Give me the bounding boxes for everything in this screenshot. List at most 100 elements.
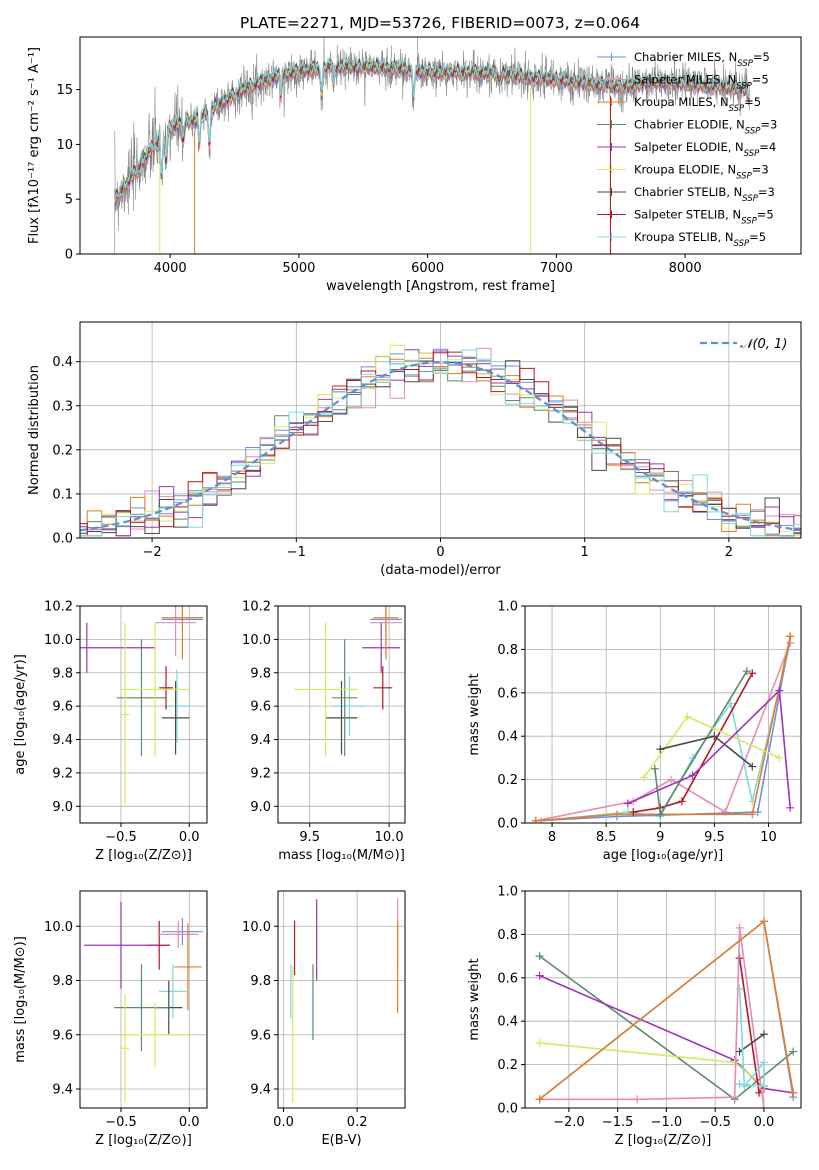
series-marker: [629, 808, 638, 817]
series-marker: [786, 632, 795, 641]
y-tick-label: 9.6: [250, 1028, 271, 1043]
y-tick-label: 9.8: [52, 974, 73, 989]
plot-frame: [79, 890, 208, 1109]
series-marker: [730, 1093, 739, 1102]
plot-spectrum: 4000 5000 6000 7000 8000 0 5 10 15 wavelength [An…: [27, 14, 802, 294]
plot-frame: [277, 890, 406, 1109]
plot-frame: [79, 36, 802, 255]
plot-age_vs_Z: −0.5 0.0 9.0 9.2 9.4 9.6 9.8 10.0 10.2 Z [log₁₀(Z…: [13, 600, 208, 863]
y-axis-label: age [log₁₀(age/yr)]: [13, 654, 28, 775]
plot-mass_vs_Z: −0.5 0.0 9.4 9.6 9.8 10.0 Z [log₁₀(Z/Z⊙)] mass …: [13, 890, 208, 1148]
legend-label: Chabrier ELODIE, NSSP=3: [634, 118, 777, 137]
model-spectrum-kroupa_stelib: [114, 55, 750, 198]
series-marker: [677, 797, 686, 806]
legend-label: Salpeter STELIB, NSSP=5: [634, 208, 774, 227]
series-marker: [623, 799, 632, 808]
plot-content: [84, 901, 203, 1103]
y-tick-label: 0.4: [497, 730, 518, 745]
series-marker: [775, 686, 784, 695]
plot-mass_vs_ebv: 0.0 0.2 9.4 9.6 9.8 10.0 E(B-V): [242, 890, 406, 1148]
plot-content: [293, 606, 402, 757]
y-tick-label: 0.0: [497, 1102, 518, 1117]
chart-title: PLATE=2271, MJD=53726, FIBERID=0073, z=0…: [240, 14, 640, 32]
plot-frame: [524, 605, 802, 824]
x-axis-label: E(B-V): [321, 1133, 361, 1148]
x-tick-label: 10: [760, 830, 777, 845]
y-tick-label: 10.0: [44, 633, 73, 648]
y-tick-label: 0.0: [52, 532, 73, 547]
series-marker: [656, 745, 665, 754]
series-line-chabrier_miles: [535, 636, 791, 822]
y-tick-label: 0.4: [497, 1015, 518, 1030]
x-axis-label: Z [log₁₀(Z/Z⊙)]: [615, 1133, 712, 1148]
series-marker: [748, 762, 757, 771]
x-tick-label: 9: [656, 830, 664, 845]
x-tick-label: 10.0: [375, 830, 404, 845]
series-marker: [735, 923, 744, 932]
y-tick-label: 0: [65, 248, 73, 263]
series-marker: [656, 810, 665, 819]
plot-mass_weight_vs_Z: −2.0 −1.5 −1.0 −0.5 0.0 0.0 0.2 0.4 0.6 0.8 1.0 Z […: [467, 885, 802, 1148]
y-tick-label: 5: [65, 193, 73, 208]
series-line-kroupa_miles: [535, 636, 791, 822]
x-tick-label: 8000: [669, 261, 702, 276]
x-tick-label: 2: [725, 545, 733, 560]
y-tick-label: 9.6: [52, 700, 73, 715]
series-marker: [633, 1095, 642, 1104]
series-marker: [683, 712, 692, 721]
series-marker: [650, 764, 659, 773]
y-tick-label: 1.0: [497, 600, 518, 615]
y-tick-label: 10.0: [242, 633, 271, 648]
series-marker: [710, 732, 719, 741]
series-line-salpeter_stelib: [633, 672, 754, 813]
series-marker: [740, 1082, 749, 1091]
series-marker: [748, 669, 757, 678]
x-axis-label: Z [log₁₀(Z/Z⊙)]: [95, 848, 192, 863]
y-tick-label: 0.2: [497, 1058, 518, 1073]
x-tick-label: 8: [548, 830, 556, 845]
series-line-salpeter_elodie: [627, 688, 791, 808]
series-marker: [759, 1082, 768, 1091]
plot-content: [80, 344, 801, 537]
x-tick-label: 0: [436, 545, 444, 560]
y-tick-label: 0.3: [52, 399, 73, 414]
normal-distribution-line: [80, 360, 801, 532]
x-tick-label: −1.0: [651, 1115, 683, 1130]
x-tick-label: 9.5: [704, 830, 725, 845]
y-tick-label: 9.2: [250, 766, 271, 781]
plot-content: [290, 899, 399, 1103]
series-marker: [786, 803, 795, 812]
series-marker: [531, 816, 540, 823]
y-tick-label: 9.4: [52, 733, 73, 748]
plot-frame: [79, 605, 208, 824]
y-tick-label: 0.1: [52, 487, 73, 502]
x-axis-label: (data-model)/error: [380, 563, 501, 578]
legend-label: Salpeter ELODIE, NSSP=4: [634, 140, 776, 159]
x-axis-label: mass [log₁₀(M/M⊙)]: [278, 848, 405, 863]
y-tick-label: 0.2: [497, 773, 518, 788]
series-marker: [735, 984, 744, 993]
y-tick-label: 9.0: [52, 800, 73, 815]
x-tick-label: −0.5: [105, 1115, 137, 1130]
y-tick-label: 9.6: [52, 1028, 73, 1043]
y-tick-label: 9.4: [250, 1083, 271, 1098]
y-tick-label: 0.4: [52, 355, 73, 370]
y-tick-label: 9.2: [52, 766, 73, 781]
histogram-kroupa_stelib: [80, 349, 801, 537]
series-marker: [742, 667, 751, 676]
y-axis-label: mass weight: [467, 958, 482, 1040]
series-marker: [735, 1080, 744, 1089]
y-tick-label: 10.0: [44, 920, 73, 935]
y-axis-label: Normed distribution: [27, 365, 42, 495]
series-marker: [667, 775, 676, 784]
series-marker: [753, 808, 762, 817]
y-axis-label: Flux [fλ10⁻¹⁷ erg cm⁻² s⁻¹ A⁻¹]: [27, 47, 42, 244]
plot-content: [80, 606, 203, 807]
model-spectrum-salpeter_stelib: [114, 56, 750, 200]
x-tick-label: 0.2: [347, 1115, 368, 1130]
y-axis-label: mass [log₁₀(M/M⊙)]: [13, 936, 28, 1063]
y-tick-label: 0.2: [52, 443, 73, 458]
x-tick-label: 0.0: [273, 1115, 294, 1130]
